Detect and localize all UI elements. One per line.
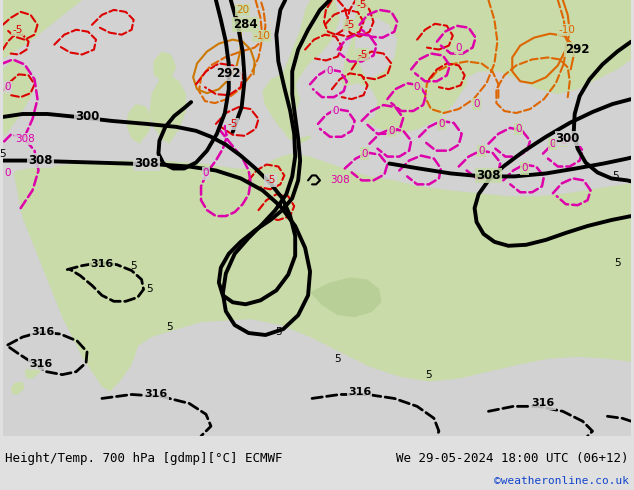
- Text: 308: 308: [330, 175, 350, 185]
- Text: 0: 0: [474, 99, 480, 109]
- Text: 5: 5: [0, 148, 6, 159]
- Text: 0: 0: [455, 43, 462, 52]
- Polygon shape: [3, 0, 62, 59]
- Text: 316: 316: [348, 388, 372, 397]
- Text: 0: 0: [4, 169, 11, 178]
- Text: 0: 0: [521, 164, 527, 173]
- Text: 0: 0: [327, 66, 333, 76]
- Text: 5: 5: [612, 172, 619, 181]
- Text: -5: -5: [265, 175, 276, 185]
- Text: We 29-05-2024 18:00 UTC (06+12): We 29-05-2024 18:00 UTC (06+12): [396, 452, 629, 465]
- Polygon shape: [25, 365, 41, 379]
- Text: 300: 300: [75, 110, 100, 123]
- Text: 0: 0: [388, 126, 394, 136]
- Polygon shape: [310, 277, 382, 317]
- Text: 292: 292: [217, 67, 241, 80]
- Text: -5: -5: [344, 20, 355, 30]
- Text: 316: 316: [31, 327, 54, 337]
- Text: -5: -5: [228, 119, 238, 129]
- Polygon shape: [3, 59, 32, 139]
- Text: 0: 0: [560, 136, 567, 146]
- Text: 316: 316: [531, 398, 555, 408]
- Text: 5: 5: [275, 327, 281, 337]
- Text: 300: 300: [555, 132, 580, 145]
- Polygon shape: [189, 61, 261, 159]
- Polygon shape: [3, 129, 102, 436]
- Text: 308: 308: [15, 134, 34, 144]
- Polygon shape: [275, 0, 340, 144]
- Text: 5: 5: [614, 258, 621, 268]
- Text: 316: 316: [29, 359, 52, 369]
- Polygon shape: [57, 0, 82, 20]
- Text: 0: 0: [515, 124, 521, 134]
- Text: 5: 5: [131, 261, 137, 270]
- Text: -5: -5: [13, 24, 23, 35]
- Polygon shape: [354, 18, 398, 79]
- Text: 316: 316: [90, 259, 113, 269]
- Text: -5: -5: [358, 49, 368, 59]
- Text: 5: 5: [335, 354, 341, 364]
- Text: 5: 5: [425, 369, 432, 380]
- Polygon shape: [290, 83, 377, 139]
- Text: 308: 308: [476, 169, 501, 182]
- Text: Height/Temp. 700 hPa [gdmp][°C] ECMWF: Height/Temp. 700 hPa [gdmp][°C] ECMWF: [5, 452, 283, 465]
- Text: 292: 292: [566, 43, 590, 56]
- Text: 0: 0: [550, 139, 556, 148]
- Text: 5: 5: [166, 322, 172, 332]
- Polygon shape: [389, 0, 631, 99]
- Text: 308: 308: [134, 157, 158, 170]
- Polygon shape: [150, 74, 186, 144]
- Text: 5: 5: [146, 284, 153, 294]
- Text: 0: 0: [361, 148, 368, 159]
- Text: 0: 0: [333, 106, 339, 116]
- Text: 0: 0: [478, 146, 485, 156]
- Polygon shape: [102, 270, 150, 392]
- Text: -5: -5: [356, 0, 367, 10]
- Polygon shape: [127, 104, 152, 144]
- Text: -10: -10: [253, 31, 270, 41]
- Polygon shape: [3, 154, 631, 436]
- Polygon shape: [153, 51, 176, 81]
- Polygon shape: [342, 0, 469, 134]
- Text: 0: 0: [4, 82, 11, 92]
- Text: 0: 0: [439, 119, 445, 129]
- Text: -10: -10: [559, 24, 575, 35]
- Polygon shape: [102, 319, 631, 436]
- Text: 284: 284: [233, 18, 258, 31]
- Polygon shape: [262, 74, 300, 129]
- Polygon shape: [11, 382, 25, 394]
- Text: 308: 308: [29, 154, 53, 167]
- Text: 0: 0: [203, 169, 209, 178]
- Text: 316: 316: [145, 390, 168, 399]
- Text: ©weatheronline.co.uk: ©weatheronline.co.uk: [494, 476, 629, 486]
- Text: 0: 0: [414, 82, 420, 92]
- Text: 20: 20: [236, 5, 249, 15]
